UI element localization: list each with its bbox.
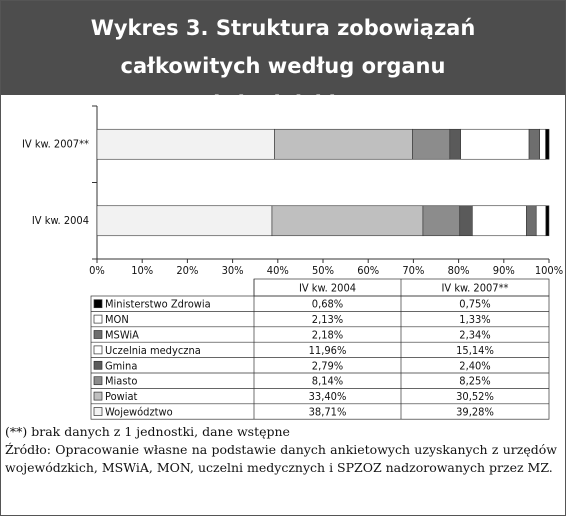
bar-segment (271, 205, 424, 237)
table-value: 8,25% (459, 375, 490, 388)
legend-label: MON (105, 313, 129, 326)
x-tick-label: 0% (89, 264, 105, 277)
x-tick-label: 80% (448, 264, 470, 277)
source: Źródło: Opracowanie własne na podstawie … (5, 442, 557, 475)
table-value: 33,40% (309, 390, 347, 403)
table-value: 8,14% (312, 375, 343, 388)
chart-title: Wykres 3. Struktura zobowiązań całkowity… (1, 1, 565, 116)
bar-segment (449, 128, 461, 160)
x-tick-label: 40% (267, 264, 289, 277)
chart: 0% 10% 20% 30% 40% 50% 60% 70% 80% 90% 100% IV kw. … (22, 105, 563, 420)
table-value: 30,52% (456, 390, 494, 403)
bar-segment (96, 128, 275, 160)
notes: (**) brak danych z 1 jednostki, dane wst… (5, 423, 557, 477)
table-header: IV kw. 2007** (442, 282, 509, 295)
bar-segment (535, 205, 547, 237)
legend-swatch (93, 407, 103, 416)
bar-segment (422, 205, 461, 237)
legend-swatch (93, 299, 103, 309)
legend-label: Uczelnia medyczna (105, 344, 201, 357)
bar-segment (539, 128, 546, 160)
legend-label: Powiat (105, 390, 138, 403)
y-tick-label: IV kw. 2007** (22, 137, 89, 150)
table-value: 11,96% (309, 344, 347, 357)
legend-swatch (93, 314, 103, 324)
table-value: 1,33% (459, 313, 490, 326)
bar-segment (274, 128, 413, 160)
legend-label: MSWiA (105, 329, 139, 342)
legend-swatch (93, 330, 103, 339)
legend-label: Województwo (105, 406, 173, 419)
table-value: 2,34% (459, 329, 490, 342)
x-tick-label: 60% (357, 264, 379, 277)
table-header: IV kw. 2004 (299, 282, 356, 295)
legend-label: Gmina (105, 359, 137, 372)
legend-label: Ministerstwo Zdrowia (105, 298, 211, 311)
x-tick-label: 100% (535, 264, 563, 277)
legend-swatch (93, 345, 103, 355)
table-value: 0,68% (312, 298, 343, 311)
legend-label: Miasto (105, 375, 137, 388)
legend-swatch (93, 391, 103, 401)
table-value: 39,28% (456, 406, 494, 419)
footnote: (**) brak danych z 1 jednostki, dane wst… (5, 424, 290, 439)
bar-segment (96, 205, 273, 237)
bar-segment (472, 205, 527, 237)
table-value: 2,79% (312, 359, 343, 372)
legend-swatch (93, 376, 103, 386)
x-tick-label: 50% (312, 264, 334, 277)
y-tick-label: IV kw. 2004 (32, 214, 89, 227)
bar-segment (545, 205, 550, 237)
x-tick-label: 20% (176, 264, 198, 277)
table-value: 2,18% (312, 329, 343, 342)
table-value: 2,13% (312, 313, 343, 326)
bar-segment (459, 205, 473, 237)
bar-segment (412, 128, 451, 160)
bar-segment (460, 128, 530, 160)
table-value: 2,40% (459, 359, 490, 372)
x-tick-label: 90% (493, 264, 515, 277)
table-value: 15,14% (456, 344, 494, 357)
legend-swatch (93, 360, 103, 370)
x-tick-label: 30% (222, 264, 244, 277)
bar-segment (545, 128, 550, 160)
table-value: 0,75% (459, 298, 490, 311)
x-tick-label: 70% (402, 264, 424, 277)
bar-segment (528, 128, 540, 160)
x-tick-label: 10% (131, 264, 153, 277)
bar-segment (526, 205, 537, 237)
table-value: 38,71% (309, 406, 347, 419)
